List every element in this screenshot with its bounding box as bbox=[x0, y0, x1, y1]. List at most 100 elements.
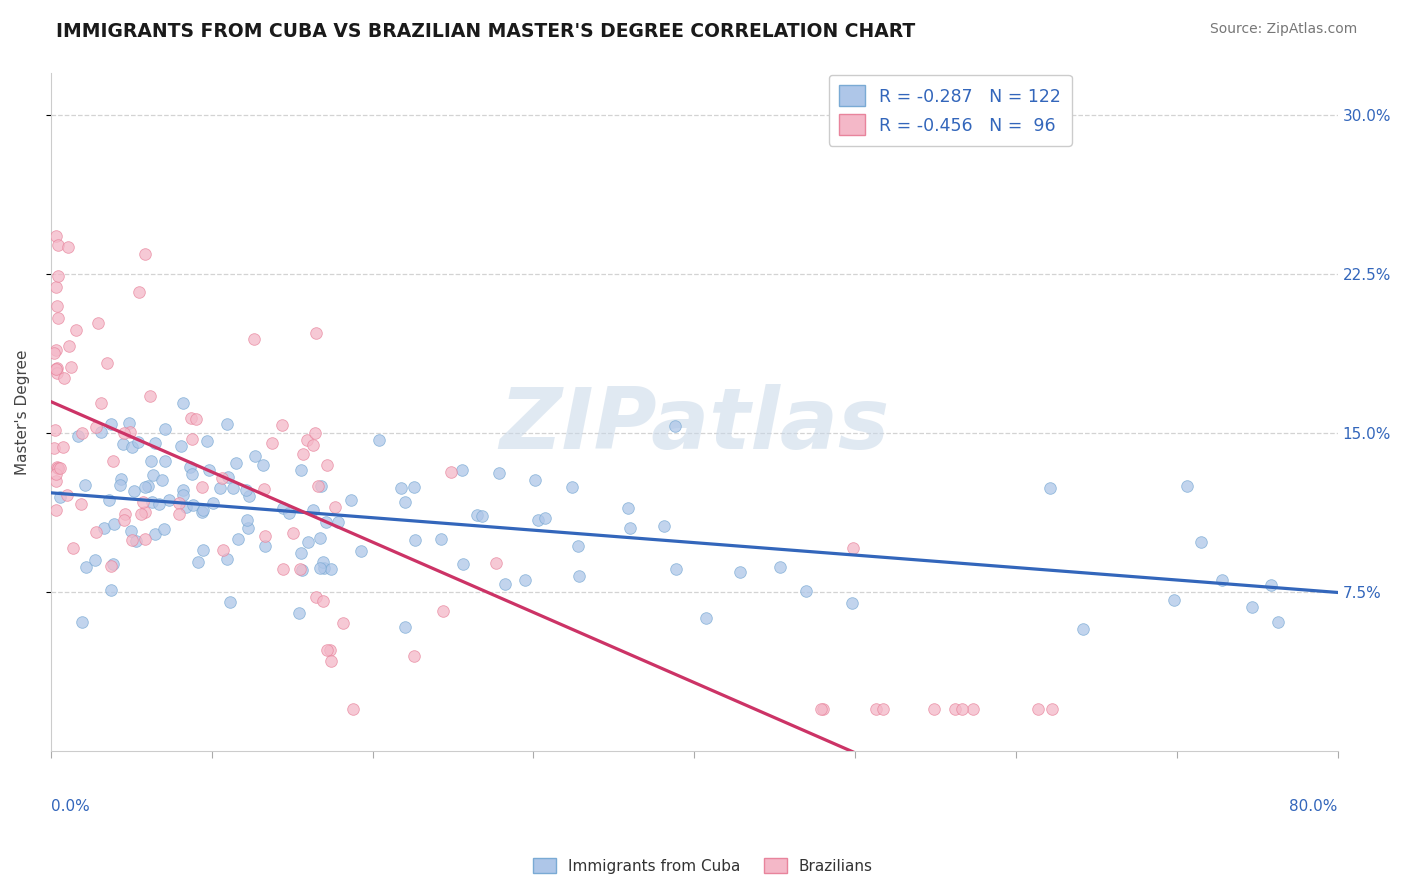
Point bbox=[292, 447, 315, 461]
Point bbox=[308, 561, 330, 575]
Point bbox=[143, 435, 166, 450]
Point bbox=[59, 359, 82, 374]
Point bbox=[290, 463, 312, 477]
Point bbox=[217, 552, 239, 566]
Point bbox=[96, 356, 118, 370]
Point bbox=[127, 434, 149, 449]
Point bbox=[319, 643, 342, 657]
Point bbox=[198, 463, 221, 477]
Point bbox=[153, 422, 176, 436]
Point bbox=[45, 279, 67, 293]
Point bbox=[288, 561, 311, 575]
Point bbox=[304, 425, 326, 440]
Point bbox=[84, 419, 107, 434]
Point bbox=[56, 240, 79, 254]
Point bbox=[1163, 592, 1185, 607]
Point bbox=[155, 454, 177, 468]
Point bbox=[112, 513, 135, 527]
Point bbox=[402, 479, 425, 493]
Point bbox=[253, 482, 276, 496]
Text: IMMIGRANTS FROM CUBA VS BRAZILIAN MASTER'S DEGREE CORRELATION CHART: IMMIGRANTS FROM CUBA VS BRAZILIAN MASTER… bbox=[56, 22, 915, 41]
Point bbox=[432, 604, 454, 618]
Point bbox=[46, 460, 69, 475]
Point bbox=[242, 332, 264, 346]
Point bbox=[309, 479, 332, 493]
Point bbox=[924, 702, 946, 716]
Point bbox=[46, 310, 69, 325]
Point bbox=[238, 521, 260, 535]
Point bbox=[101, 454, 124, 468]
Point bbox=[260, 436, 283, 450]
Point bbox=[150, 473, 173, 487]
Point bbox=[842, 541, 865, 556]
Point bbox=[49, 491, 72, 505]
Point bbox=[312, 560, 335, 574]
Point bbox=[273, 562, 295, 576]
Point bbox=[273, 501, 295, 516]
Point bbox=[1175, 479, 1198, 493]
Point bbox=[111, 437, 134, 451]
Point bbox=[312, 594, 335, 608]
Point bbox=[402, 648, 425, 663]
Point bbox=[619, 521, 641, 535]
Point bbox=[139, 389, 162, 403]
Point bbox=[110, 472, 132, 486]
Point bbox=[305, 326, 328, 341]
Point bbox=[315, 643, 337, 657]
Point bbox=[118, 417, 141, 431]
Point bbox=[561, 480, 583, 494]
Point bbox=[1039, 481, 1062, 495]
Point bbox=[281, 526, 304, 541]
Point bbox=[208, 481, 231, 495]
Point bbox=[58, 338, 80, 352]
Point bbox=[1260, 578, 1282, 592]
Point bbox=[45, 503, 67, 517]
Point bbox=[134, 479, 156, 493]
Point bbox=[45, 460, 67, 475]
Point bbox=[84, 552, 107, 566]
Point bbox=[451, 462, 474, 476]
Point bbox=[97, 492, 120, 507]
Point bbox=[46, 360, 69, 375]
Point bbox=[302, 437, 325, 451]
Point bbox=[1071, 622, 1094, 636]
Point bbox=[122, 484, 145, 499]
Point bbox=[65, 323, 87, 337]
Point bbox=[1026, 702, 1049, 716]
Point bbox=[170, 439, 193, 453]
Point bbox=[180, 432, 202, 446]
Point bbox=[136, 479, 159, 493]
Point bbox=[134, 533, 156, 547]
Point bbox=[695, 610, 717, 624]
Point bbox=[617, 501, 640, 516]
Point bbox=[46, 268, 69, 283]
Point bbox=[70, 615, 93, 630]
Point bbox=[128, 285, 150, 299]
Point bbox=[394, 620, 416, 634]
Point bbox=[1189, 534, 1212, 549]
Point bbox=[184, 412, 207, 426]
Point bbox=[42, 441, 65, 455]
Point bbox=[307, 478, 329, 492]
Point bbox=[302, 502, 325, 516]
Y-axis label: Master's Degree: Master's Degree bbox=[15, 350, 30, 475]
Point bbox=[872, 702, 894, 716]
Point bbox=[180, 410, 202, 425]
Point bbox=[524, 473, 547, 487]
Point bbox=[193, 542, 215, 557]
Point bbox=[811, 702, 834, 716]
Point bbox=[321, 654, 343, 668]
Point bbox=[794, 583, 817, 598]
Point bbox=[389, 481, 412, 495]
Point bbox=[218, 595, 240, 609]
Point bbox=[172, 488, 194, 502]
Point bbox=[253, 529, 276, 543]
Point bbox=[326, 515, 349, 529]
Point bbox=[75, 560, 97, 574]
Point bbox=[142, 468, 165, 483]
Point bbox=[440, 466, 463, 480]
Point bbox=[46, 299, 69, 313]
Point bbox=[167, 496, 190, 510]
Point bbox=[110, 477, 132, 491]
Point bbox=[451, 558, 474, 572]
